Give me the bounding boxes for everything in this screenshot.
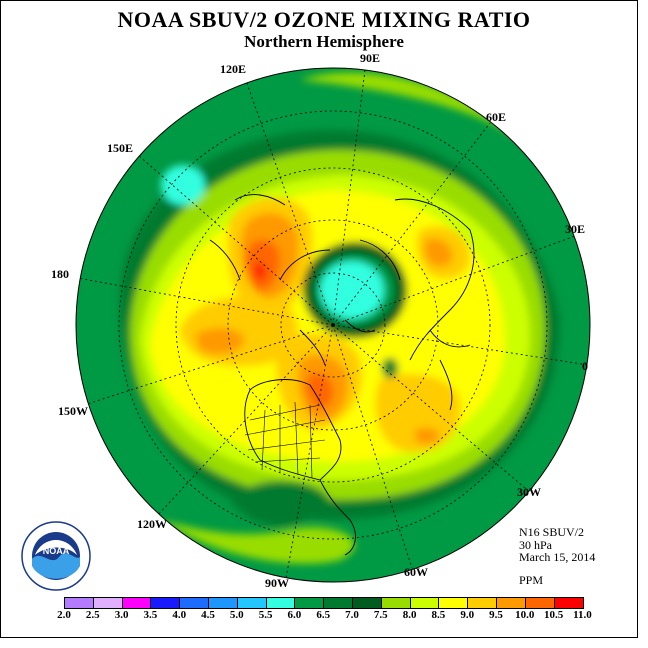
color-tick-label: 5.5	[258, 609, 273, 621]
color-swatch	[468, 598, 497, 608]
figure-frame	[0, 0, 638, 638]
color-swatch	[554, 598, 584, 608]
color-swatch	[324, 598, 353, 608]
color-swatch	[439, 598, 469, 608]
color-swatch	[151, 598, 181, 608]
lon-label-30e: 30E	[565, 222, 586, 236]
color-swatch	[93, 598, 123, 608]
color-swatch	[65, 598, 94, 608]
lon-label-60w: 60W	[404, 565, 428, 579]
color-tick-label: 5.0	[229, 609, 244, 621]
color-swatch	[496, 598, 526, 608]
color-tick-label: 10.5	[543, 609, 564, 621]
meridians	[77, 69, 589, 579]
units-label: PPM	[519, 573, 544, 587]
color-tick-label: 2.5	[85, 609, 100, 621]
latitude-circles	[118, 110, 548, 540]
color-swatch	[352, 598, 382, 608]
lon-label-150e: 150E	[107, 141, 134, 155]
color-tick-label: 9.0	[460, 609, 475, 621]
color-tick-label: 3.5	[143, 609, 158, 621]
color-swatch	[266, 598, 296, 608]
map-border	[75, 67, 591, 583]
color-swatch	[295, 598, 325, 608]
map-subtitle: Northern Hemisphere	[244, 32, 404, 51]
color-tick-label: 2.0	[57, 609, 71, 621]
color-tick-label: 3.0	[114, 609, 129, 621]
color-swatch	[381, 598, 411, 608]
color-tick-label: 8.5	[431, 609, 446, 621]
color-tick-label: 4.0	[172, 609, 187, 621]
color-tick-label: 11.0	[573, 609, 592, 621]
lon-label-120e: 120E	[220, 62, 247, 76]
lon-label-90e: 90E	[360, 51, 381, 65]
color-swatch	[237, 598, 267, 608]
date-label: March 15, 2014	[519, 550, 596, 564]
noaa-logo-text: NOAA	[43, 546, 70, 556]
color-swatch	[525, 598, 555, 608]
color-scale-bar	[64, 597, 585, 609]
satellite-label: N16 SBUV/2	[519, 525, 585, 539]
color-tick-label: 10.0	[515, 609, 535, 621]
color-tick-label: 7.5	[373, 609, 388, 621]
us-state-borders	[244, 401, 326, 479]
color-tick-label: 9.5	[489, 609, 503, 621]
coastlines	[209, 194, 475, 556]
color-tick-label: 6.0	[287, 609, 302, 621]
lon-label-90w: 90W	[265, 576, 289, 590]
color-swatch	[410, 598, 440, 608]
lon-label-180: 180	[51, 267, 69, 281]
noaa-logo: NOAA	[21, 521, 91, 591]
lon-label-120w: 120W	[137, 517, 167, 531]
pressure-level: 30 hPa	[519, 538, 552, 552]
lon-label-60e: 60E	[486, 110, 507, 124]
color-tick-label: 7.0	[345, 609, 359, 621]
lon-label-0: 0	[582, 359, 588, 373]
color-swatch	[208, 598, 238, 608]
color-swatch	[122, 598, 152, 608]
ozone-contours	[120, 68, 570, 564]
color-tick-label: 4.5	[201, 609, 215, 621]
lon-label-150w: 150W	[58, 404, 88, 418]
lon-label-30w: 30W	[517, 485, 541, 499]
map-title: NOAA SBUV/2 OZONE MIXING RATIO	[117, 7, 531, 32]
color-tick-label: 6.5	[316, 609, 331, 621]
color-swatch	[180, 598, 209, 608]
color-tick-label: 8.0	[402, 609, 417, 621]
